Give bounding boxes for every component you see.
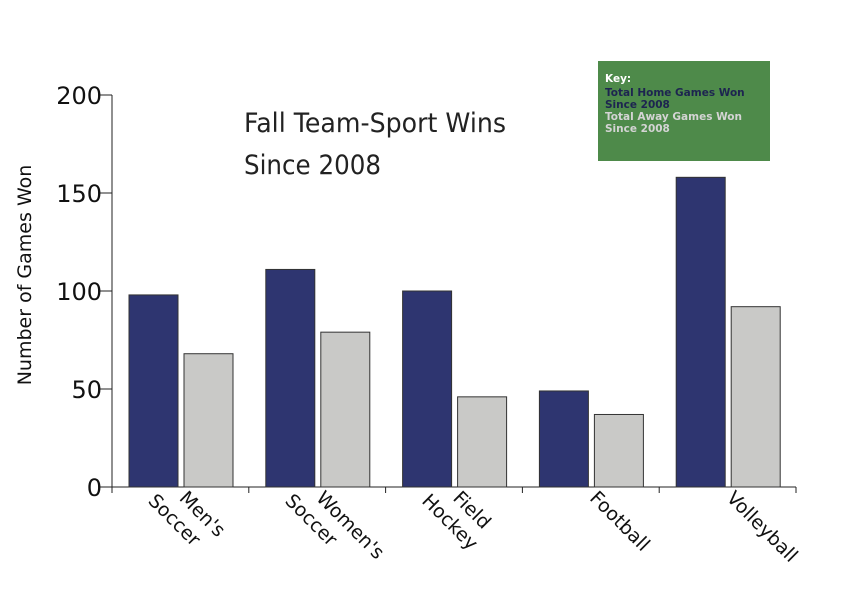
y-axis-label: Number of Games Won xyxy=(14,165,36,386)
y-tick-label: 100 xyxy=(56,278,102,306)
y-tick-label: 150 xyxy=(56,180,102,208)
legend-entry-home: Total Home Games Won xyxy=(605,87,745,99)
bar-away xyxy=(730,306,781,488)
legend-box xyxy=(598,61,770,161)
x-tick-label-line: Football xyxy=(585,487,654,556)
legend-heading: Key: xyxy=(605,73,631,85)
x-tick-label-line: Volleyball xyxy=(722,487,802,567)
bar-home xyxy=(675,176,726,488)
y-tick-label: 200 xyxy=(56,82,102,110)
x-tick-label: Volleyball xyxy=(722,487,802,567)
y-tick-label: 0 xyxy=(87,474,102,502)
bar-home xyxy=(538,390,589,488)
legend-entry-home: Since 2008 xyxy=(605,99,670,111)
bar-away xyxy=(457,396,508,488)
y-axis-title: Number of Games Won xyxy=(14,165,36,386)
bar-home xyxy=(402,290,453,488)
bar-home xyxy=(128,294,179,488)
legend-entry-away: Since 2008 xyxy=(605,123,670,135)
chart-title-line: Since 2008 xyxy=(244,150,381,181)
bar-home xyxy=(265,268,316,488)
chart-title-line: Fall Team-Sport Wins xyxy=(244,108,506,139)
x-axis-labels: Men'sSoccer Women'sSoccer FieldHockey Footb… xyxy=(144,473,802,581)
chart-title: Fall Team-Sport Wins Since 2008 xyxy=(244,108,506,181)
x-tick-label: Football xyxy=(585,487,654,556)
legend-entry-away: Total Away Games Won xyxy=(605,111,742,123)
y-tick-label: 50 xyxy=(71,376,102,404)
bar-away xyxy=(593,413,644,488)
bar-away xyxy=(183,353,234,488)
x-tick-label: Women'sSoccer xyxy=(281,473,389,581)
bar-away xyxy=(320,331,371,488)
bars xyxy=(128,176,781,488)
